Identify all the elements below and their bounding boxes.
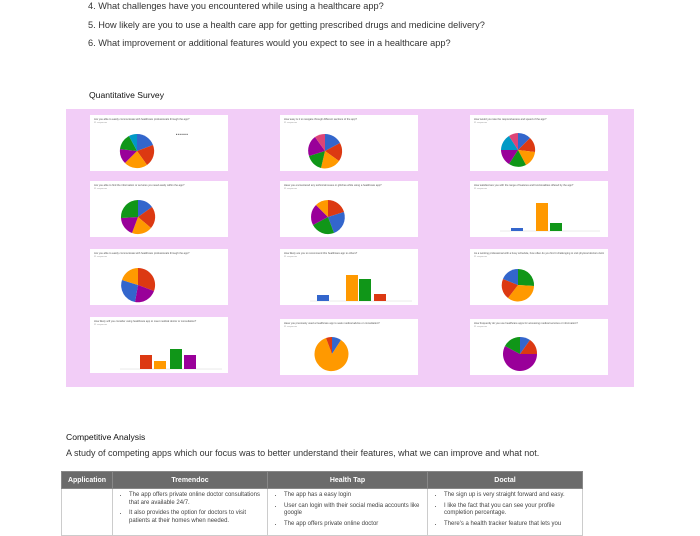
column-header-application: Application [61, 471, 113, 489]
pie-chart [121, 267, 156, 303]
list-item: There's a health tracker feature that le… [444, 521, 576, 529]
list-item: It also provides the option for doctors … [129, 510, 261, 525]
bar-chart [500, 203, 600, 232]
pie-chart [119, 133, 155, 169]
pie-chart [501, 133, 536, 167]
question-5: 5. How likely are you to use a health ca… [88, 20, 485, 30]
table-header-row: Application Tremendoc Health Tap Doctal [61, 471, 583, 489]
survey-card-10: How likely will you consider using healt… [90, 317, 228, 373]
cell-application [61, 488, 113, 536]
card-title: Have you encountered any technical issue… [284, 184, 382, 187]
card-subtitle: 31 responses [474, 326, 488, 328]
cell-doctal: The sign up is very straight forward and… [427, 488, 583, 536]
card-title: How likely are you to recommend this hea… [284, 252, 358, 255]
card-title: How satisfied are you with the range of … [474, 184, 574, 187]
list-item: I like the fact that you can see your pr… [444, 503, 576, 518]
card-title: As a working professional with a busy sc… [474, 252, 604, 255]
survey-card-8: How likely are you to recommend this hea… [280, 249, 418, 305]
card-title: How easy is it to navigate through diffe… [284, 118, 357, 121]
card-title: How would you rate the responsiveness an… [474, 118, 547, 121]
pie-chart [314, 336, 349, 372]
card-title: How likely will you consider using healt… [94, 320, 197, 323]
survey-card-1: Are you able to easily communicate with … [90, 115, 228, 171]
card-title: Are you able to find the information or … [94, 184, 185, 187]
survey-panel: Are you able to easily communicate with … [66, 109, 634, 387]
card-subtitle: 31 responses [284, 122, 298, 124]
pie-chart [120, 199, 156, 235]
question-4: 4. What challenges have you encountered … [88, 1, 384, 11]
list-item: The app offers private online doctor [284, 521, 421, 529]
chart-legend: ■ ■ ■ ■ ■ ■ [176, 133, 188, 136]
card-subtitle: 31 responses [284, 256, 298, 258]
card-subtitle: 31 responses [284, 326, 298, 328]
bar-chart [310, 275, 412, 302]
list-item: The app has a easy login [284, 492, 421, 500]
survey-card-2: How easy is it to navigate through diffe… [280, 115, 418, 171]
card-subtitle: 31 responses [94, 188, 108, 190]
list-item: User can login with their social media a… [284, 503, 421, 518]
card-title: Are you able to easily communicate with … [94, 118, 190, 121]
list-item: The app offers private online doctor con… [129, 492, 261, 507]
pie-chart [308, 133, 343, 169]
survey-card-3: How would you rate the responsiveness an… [470, 115, 608, 171]
survey-card-6: How satisfied are you with the range of … [470, 181, 608, 237]
card-subtitle: 31 responses [474, 256, 488, 258]
survey-card-12: How frequently do you use healthcare app… [470, 319, 608, 375]
competitive-analysis-heading: Competitive Analysis [66, 432, 146, 442]
survey-card-4: Are you able to find the information or … [90, 181, 228, 237]
card-subtitle: 31 responses [94, 324, 108, 326]
column-header-healthtap: Health Tap [267, 471, 428, 489]
survey-card-7: Are you able to easily communicate with … [90, 249, 228, 305]
card-subtitle: 31 responses [284, 188, 298, 190]
card-title: Have you previously used a healthcare ap… [284, 322, 380, 325]
pie-chart [503, 336, 538, 371]
column-header-tremendoc: Tremendoc [112, 471, 268, 489]
card-subtitle: 31 responses [94, 256, 108, 258]
card-title: Are you able to easily communicate with … [94, 252, 190, 255]
list-item: The sign up is very straight forward and… [444, 492, 576, 500]
survey-card-11: Have you previously used a healthcare ap… [280, 319, 418, 375]
pie-chart [311, 200, 345, 235]
pie-chart [501, 268, 535, 302]
competitive-intro: A study of competing apps which our focu… [66, 448, 540, 458]
card-subtitle: 31 responses [474, 122, 488, 124]
survey-card-9: As a working professional with a busy sc… [470, 249, 608, 305]
card-subtitle: 31 responses [94, 122, 108, 124]
table-row: The app offers private online doctor con… [61, 488, 583, 536]
card-title: How frequently do you use healthcare app… [474, 322, 578, 325]
competitive-table: Application Tremendoc Health Tap Doctal … [61, 471, 583, 536]
cell-healthtap: The app has a easy login User can login … [267, 488, 428, 536]
question-6: 6. What improvement or additional featur… [88, 38, 451, 48]
cell-tremendoc: The app offers private online doctor con… [112, 488, 268, 536]
survey-card-5: Have you encountered any technical issue… [280, 181, 418, 237]
quantitative-survey-heading: Quantitative Survey [89, 90, 164, 100]
bar-chart [120, 349, 222, 370]
column-header-doctal: Doctal [427, 471, 583, 489]
card-subtitle: 31 responses [474, 188, 488, 190]
